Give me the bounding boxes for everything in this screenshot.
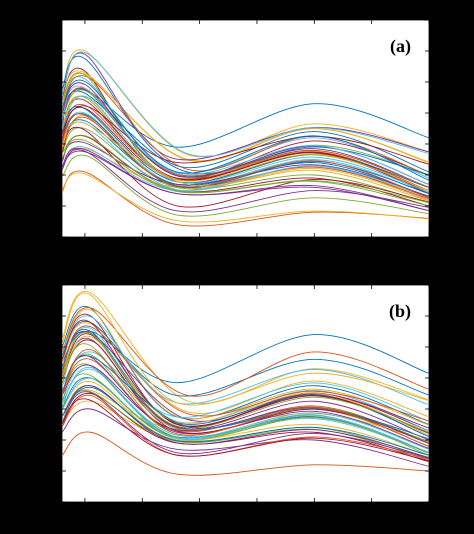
y-tick-label: 1: [54, 404, 60, 416]
series-line-17: [62, 52, 429, 161]
series-line-41: [62, 105, 429, 165]
series-line-37: [62, 335, 429, 436]
chart-panel-0: 500 550 600 650 700 750 800 0.4 0.6 0.8 1 1.2 1.4 1.6…: [11, 15, 438, 270]
series-line-24: [62, 149, 429, 213]
series-line-27: [62, 126, 429, 208]
series-line-8: [62, 55, 429, 173]
series-line-2: [62, 331, 429, 384]
y-tick-label: 1.4: [45, 77, 59, 89]
y-tick-label: 1.6: [45, 311, 59, 323]
panel-label: (b): [389, 301, 411, 322]
series-line-43: [62, 349, 429, 447]
series-line-15: [62, 119, 429, 198]
series-line-0: [62, 431, 429, 476]
series-line-28: [62, 90, 429, 176]
x-axis-label: Wavelength(nm): [205, 521, 285, 534]
y-axis-label: Absorbance: [11, 365, 25, 422]
series-line-21: [62, 106, 429, 188]
x-tick-label: 500: [77, 507, 94, 519]
series-line-47: [62, 367, 429, 454]
series-line-44: [62, 292, 429, 406]
x-tick-label: 800: [421, 242, 438, 254]
y-tick-label: 1.8: [45, 15, 59, 27]
series-line-42: [62, 79, 429, 181]
x-tick-label: 600: [191, 507, 208, 519]
x-tick-label: 500: [77, 242, 94, 254]
x-tick-label: 750: [363, 507, 380, 519]
series-line-4: [62, 337, 429, 441]
y-axis-label: Absorbance: [11, 100, 25, 157]
plot-area: [61, 284, 430, 503]
series-line-1: [62, 290, 429, 404]
series-line-1: [62, 49, 429, 158]
series-line-39: [62, 154, 429, 217]
series-line-44: [62, 121, 429, 202]
series-group: [62, 290, 429, 476]
series-line-14: [62, 322, 429, 418]
series-line-35: [62, 112, 429, 194]
series-line-35: [62, 387, 429, 456]
y-tick-label: 0.8: [45, 170, 59, 182]
series-line-26: [62, 51, 429, 157]
series-line-19: [62, 368, 429, 454]
series-line-47: [62, 85, 429, 186]
panel-label: (a): [390, 36, 411, 57]
series-line-4: [62, 87, 429, 188]
x-tick-label: 800: [421, 507, 438, 519]
x-tick-label: 550: [134, 507, 151, 519]
series-line-13: [62, 408, 429, 467]
series-line-33: [62, 146, 429, 198]
y-tick-label: 0.4: [45, 232, 59, 244]
series-line-46: [62, 134, 429, 204]
y-tick-label: 1.8: [45, 280, 59, 292]
y-tick-label: 0.4: [45, 497, 59, 509]
series-line-9: [62, 103, 429, 191]
y-tick-label: 1.2: [45, 108, 59, 120]
series-line-42: [62, 355, 429, 440]
series-line-36: [62, 325, 429, 422]
series-line-39: [62, 331, 429, 433]
chart-panel-1: 500 550 600 650 700 750 800 0.4 0.6 0.8 1 1.2 1.4 1.6…: [11, 280, 438, 534]
x-tick-label: 700: [306, 507, 323, 519]
x-tick-label: 550: [134, 242, 151, 254]
x-tick-label: 650: [249, 242, 266, 254]
series-line-40: [62, 315, 429, 406]
x-tick-label: 750: [363, 242, 380, 254]
series-line-26: [62, 351, 429, 422]
y-tick-label: 1.2: [45, 373, 59, 385]
series-line-31: [62, 141, 429, 197]
plot-area: [61, 19, 430, 238]
series-line-37: [62, 95, 429, 192]
series-line-30: [62, 172, 429, 223]
series-line-38: [62, 147, 429, 212]
series-line-31: [62, 385, 429, 458]
series-line-17: [62, 355, 429, 449]
series-line-18: [62, 390, 429, 461]
series-line-29: [62, 307, 429, 397]
series-line-22: [62, 75, 429, 176]
y-tick-label: 1: [54, 139, 60, 151]
y-tick-label: 1.6: [45, 46, 59, 58]
y-tick-label: 1.4: [45, 342, 59, 354]
series-line-41: [62, 398, 429, 462]
series-line-24: [62, 330, 429, 429]
series-line-36: [62, 113, 429, 199]
y-tick-label: 0.6: [45, 466, 59, 478]
series-line-32: [62, 138, 429, 207]
series-line-2: [62, 88, 429, 148]
series-line-40: [62, 95, 429, 193]
series-line-9: [62, 358, 429, 444]
series-line-45: [62, 391, 429, 459]
y-tick-label: 0.8: [45, 435, 59, 447]
x-tick-label: 600: [191, 242, 208, 254]
series-group: [62, 49, 429, 227]
series-line-43: [62, 87, 429, 188]
x-tick-label: 700: [306, 242, 323, 254]
x-tick-label: 650: [249, 507, 266, 519]
series-line-33: [62, 377, 429, 450]
x-axis-label: Wavelength(nm): [205, 256, 285, 270]
y-tick-label: 0.6: [45, 201, 59, 213]
